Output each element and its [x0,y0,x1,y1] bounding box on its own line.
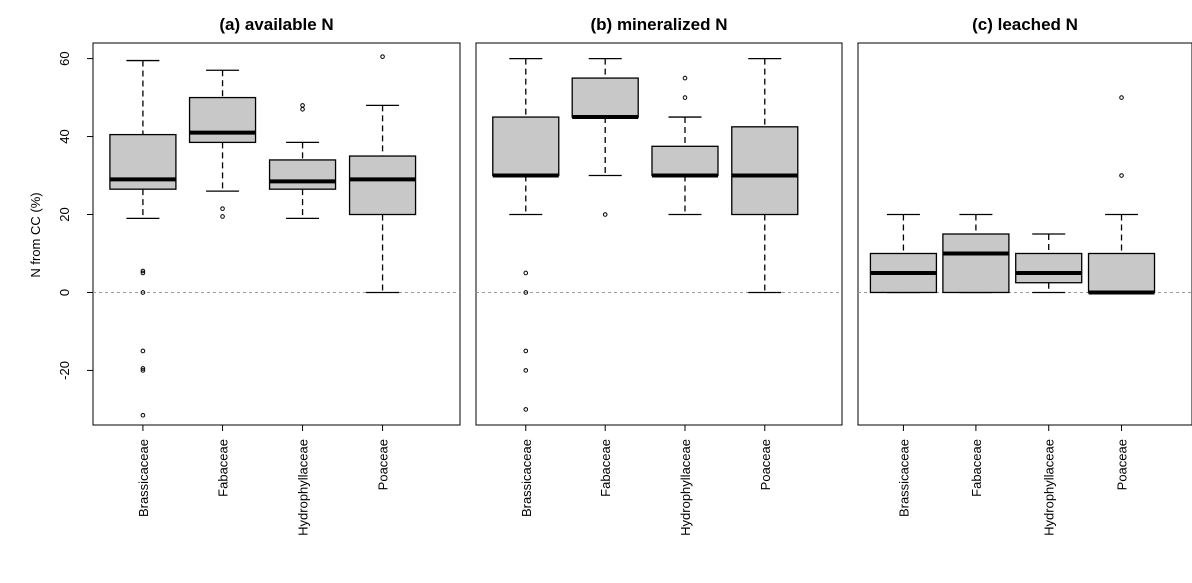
panel-title: (a) available N [219,15,333,34]
box-fabaceae: Fabaceae [188,69,257,497]
outlier-point [523,368,529,373]
box-hydrophyllaceae: Hydrophyllaceae [268,103,337,536]
outlier-point [682,75,688,81]
iqr-box [651,145,719,177]
outlier-point [300,103,305,108]
y-tick-label: 20 [57,207,72,221]
box-brassicaceae: Brassicaceae [869,213,938,517]
y-tick-label: 40 [57,129,72,143]
panel-1: (a) available N -20 0 20 40 60 Brassicaceae Fab… [57,15,461,536]
plot-frame [857,42,1192,426]
outlier-point [682,95,688,100]
x-tick-label: Poaceae [758,439,773,490]
plot-frame [92,42,461,426]
box-poaceae: Poaceae [1087,95,1156,490]
panel-2: (b) mineralized N Brassicaceae Fabaceae Hyd… [475,15,843,536]
panel-3: (c) leached N Brassicaceae Fabaceae Hydroph… [857,15,1192,536]
x-tick-label: Poaceae [376,439,391,490]
outlier-point [140,268,146,274]
iqr-box [188,96,257,144]
outlier-point [140,348,146,354]
iqr-box [942,233,1010,294]
outlier-point [602,212,608,217]
x-tick-label: Hydrophyllaceae [1042,439,1057,536]
box-poaceae: Poaceae [731,57,799,490]
x-tick-label: Brassicaceae [136,439,151,517]
y-axis-label: N from CC (%) [28,192,43,277]
iqr-box [731,126,799,216]
outlier-point [140,412,146,418]
x-tick-label: Fabaceae [216,439,231,497]
outlier-point [523,290,529,295]
outlier-point [523,348,529,354]
iqr-box [571,77,639,118]
outlier-point [220,206,225,211]
panel-title: (b) mineralized N [591,15,728,34]
y-tick-label: -20 [57,361,72,380]
y-tick-label: 0 [57,289,72,296]
outlier-point [523,407,529,412]
outlier-point [140,290,146,295]
x-tick-label: Fabaceae [969,439,984,497]
outlier-point [300,106,305,112]
iqr-box [1087,252,1156,294]
iqr-box [1015,252,1083,284]
outlier-point [523,270,529,276]
outlier-point [220,214,225,219]
box-hydrophyllaceae: Hydrophyllaceae [651,75,719,536]
outlier-point [140,270,146,276]
outlier-point [140,366,146,371]
x-tick-label: Brassicaceae [519,439,534,517]
box-brassicaceae: Brassicaceae [109,59,177,517]
iqr-box [492,116,560,177]
panels-group: (a) available N -20 0 20 40 60 Brassicaceae Fab… [57,15,1192,536]
x-tick-label: Hydrophyllaceae [296,439,311,536]
iqr-box [268,159,337,190]
x-tick-label: Hydrophyllaceae [678,439,693,536]
y-tick-label: 60 [57,51,72,65]
iqr-box [348,155,417,216]
outlier-point [380,54,385,59]
plot-frame [475,42,843,426]
box-fabaceae: Fabaceae [942,213,1010,497]
box-fabaceae: Fabaceae [571,57,639,497]
outlier-point [1119,173,1124,178]
outlier-point [140,368,146,373]
outlier-point [1119,95,1124,100]
box-hydrophyllaceae: Hydrophyllaceae [1015,233,1083,536]
box-poaceae: Poaceae [348,54,417,490]
x-tick-label: Fabaceae [598,439,613,497]
panel-title: (c) leached N [972,15,1078,34]
x-tick-label: Brassicaceae [896,439,911,517]
x-tick-label: Poaceae [1115,439,1130,490]
box-brassicaceae: Brassicaceae [492,57,560,517]
